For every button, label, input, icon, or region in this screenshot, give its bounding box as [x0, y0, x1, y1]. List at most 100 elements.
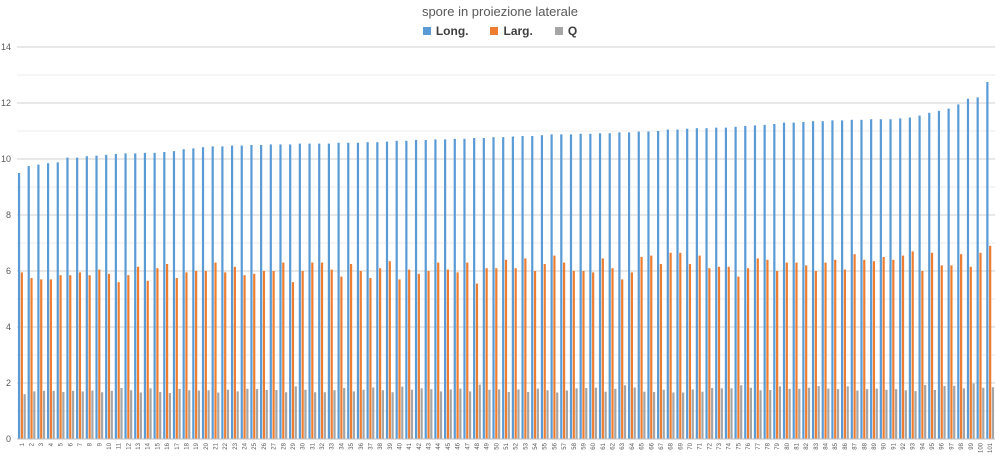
bar-q-31	[314, 392, 317, 439]
bar-q-42	[420, 388, 423, 439]
x-tick-label-93: 93	[911, 442, 917, 449]
bar-larg-23	[233, 266, 236, 439]
x-tick-label-89: 89	[872, 442, 878, 449]
x-tick-label-10: 10	[107, 442, 113, 449]
bar-q-8	[91, 390, 94, 439]
legend-item-2: Q	[554, 24, 577, 38]
bar-long-76	[744, 125, 747, 440]
x-tick-label-74: 74	[727, 442, 733, 449]
x-tick-label-18: 18	[184, 442, 190, 449]
bar-larg-37	[369, 278, 372, 439]
bar-q-99	[972, 383, 975, 439]
bar-larg-79	[776, 271, 779, 439]
bar-long-90	[879, 119, 882, 440]
bar-larg-61	[601, 258, 604, 439]
bar-q-85	[836, 389, 840, 439]
bar-larg-46	[456, 272, 459, 439]
x-tick-label-46: 46	[456, 442, 462, 449]
x-tick-label-43: 43	[427, 442, 433, 449]
bar-larg-2	[30, 278, 33, 439]
x-tick-label-61: 61	[601, 442, 607, 449]
bar-long-12	[124, 153, 127, 439]
bar-q-5	[62, 391, 65, 439]
bar-long-66	[647, 131, 650, 439]
x-tick-label-76: 76	[746, 442, 752, 449]
bar-larg-19	[195, 271, 198, 439]
x-tick-label-101: 101	[988, 442, 994, 453]
bar-long-60	[589, 133, 592, 440]
bar-larg-83	[814, 271, 817, 439]
x-tick-label-78: 78	[765, 442, 771, 449]
x-tick-label-13: 13	[136, 442, 142, 449]
bar-q-70	[691, 389, 694, 439]
bar-long-86	[841, 120, 844, 440]
bar-long-59	[579, 133, 582, 440]
bar-q-58	[575, 388, 578, 439]
bar-long-45	[444, 139, 447, 439]
bar-larg-101	[989, 245, 992, 439]
bar-larg-94	[921, 271, 924, 439]
x-tick-label-85: 85	[833, 442, 839, 449]
bar-q-11	[120, 388, 123, 439]
x-tick-label-4: 4	[49, 442, 55, 446]
x-tick-label-36: 36	[359, 442, 365, 449]
x-tick-label-59: 59	[581, 442, 587, 449]
bar-q-64	[633, 387, 636, 439]
x-tick-label-65: 65	[640, 442, 646, 449]
bar-q-16	[168, 393, 171, 439]
y-tick-label-5: 10	[1, 154, 11, 164]
bar-long-2	[27, 166, 30, 439]
bar-q-47	[468, 391, 472, 439]
bar-long-10	[105, 154, 108, 440]
bar-q-24	[246, 388, 249, 439]
x-tick-label-7: 7	[78, 442, 84, 446]
legend-swatch-1	[490, 27, 499, 35]
bar-larg-6	[69, 275, 72, 439]
bar-q-69	[682, 392, 685, 439]
bar-long-38	[376, 142, 379, 439]
bar-larg-22	[224, 272, 227, 439]
x-tick-label-22: 22	[223, 442, 229, 449]
bar-long-91	[889, 119, 892, 440]
bar-larg-24	[243, 275, 246, 439]
bar-q-39	[391, 392, 394, 439]
bar-long-31	[308, 143, 311, 439]
bar-larg-95	[930, 252, 934, 439]
x-tick-label-77: 77	[756, 442, 762, 449]
x-tick-label-91: 91	[891, 442, 897, 449]
bar-larg-54	[533, 271, 537, 439]
x-tick-label-56: 56	[552, 442, 558, 449]
bar-long-71	[695, 128, 698, 439]
bar-q-12	[130, 390, 133, 439]
x-tick-label-63: 63	[620, 442, 626, 449]
bar-q-22	[226, 389, 230, 439]
legend-label-0: Long.	[435, 24, 469, 38]
bar-larg-10	[107, 273, 111, 439]
bar-q-59	[585, 388, 588, 439]
x-tick-label-80: 80	[785, 442, 791, 449]
bar-larg-27	[272, 271, 275, 439]
bar-larg-57	[563, 262, 566, 439]
bar-q-96	[943, 386, 946, 439]
bar-long-48	[473, 138, 476, 439]
bar-larg-82	[805, 265, 808, 439]
bar-q-50	[498, 389, 501, 439]
bar-q-20	[207, 390, 210, 439]
bar-larg-43	[427, 271, 430, 439]
bar-larg-53	[524, 258, 527, 439]
bar-q-97	[953, 385, 956, 439]
x-tick-label-52: 52	[514, 442, 520, 449]
bar-long-42	[414, 139, 418, 439]
bar-q-100	[982, 387, 985, 439]
bar-long-30	[298, 143, 301, 439]
bar-long-41	[405, 140, 408, 440]
x-tick-label-34: 34	[339, 442, 345, 449]
bar-q-81	[798, 388, 801, 439]
bar-q-48	[478, 384, 481, 439]
bar-long-15	[153, 152, 156, 439]
bar-long-63	[618, 132, 621, 439]
bar-q-25	[255, 389, 259, 439]
x-tick-label-73: 73	[717, 442, 723, 449]
bar-long-3	[37, 164, 40, 439]
